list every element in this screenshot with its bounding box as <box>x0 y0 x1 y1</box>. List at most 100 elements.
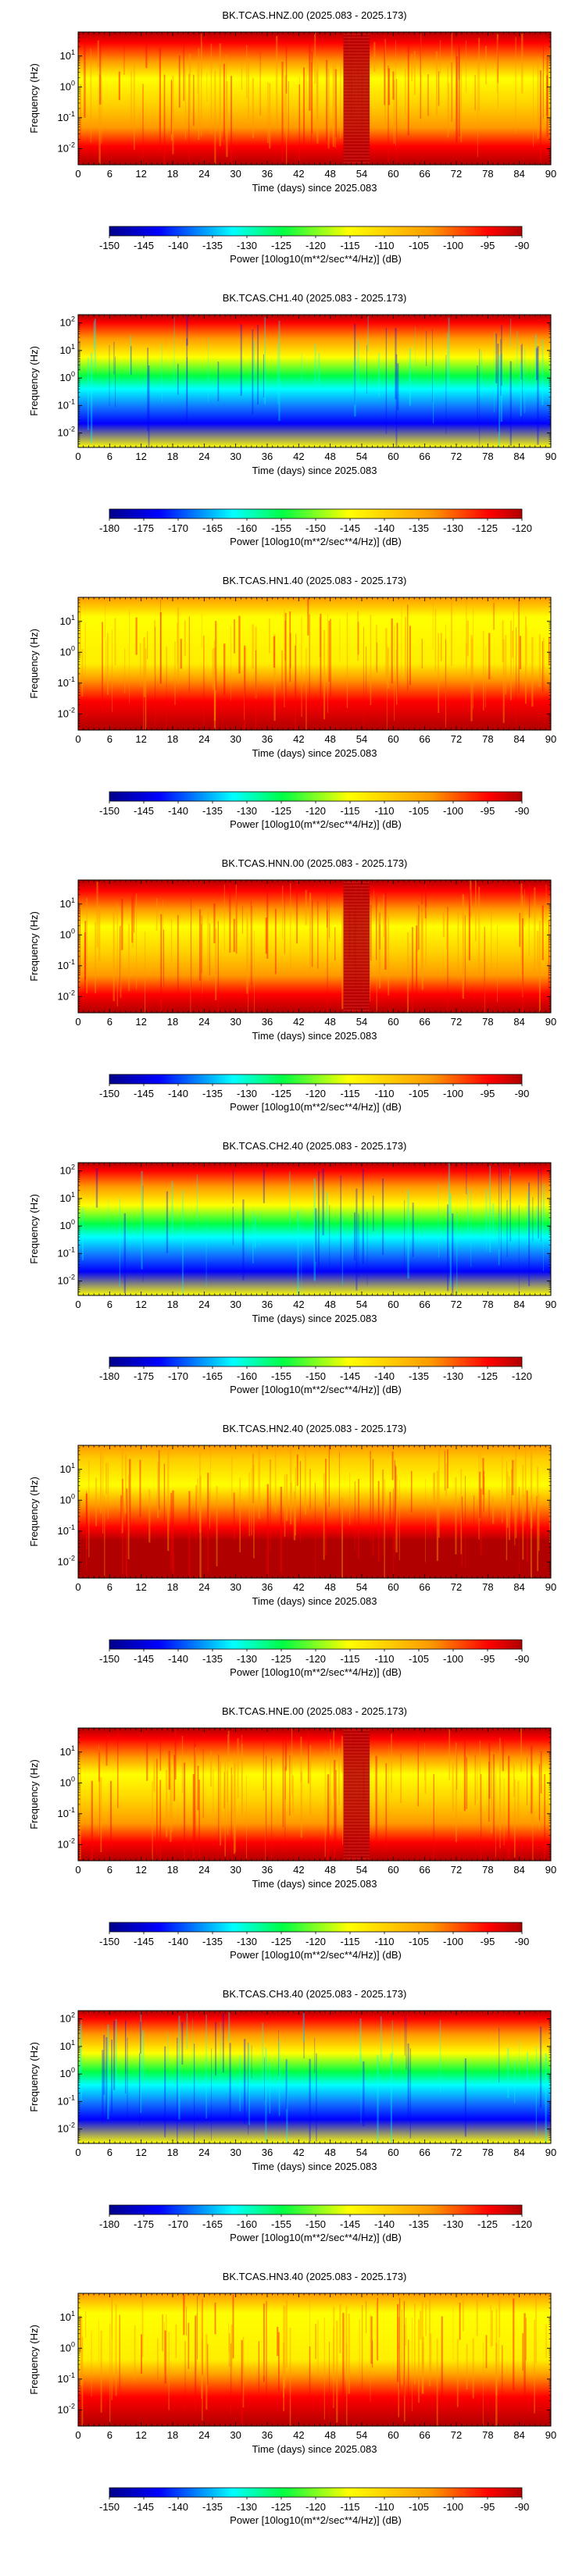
colorbar-tick-label: -135 <box>202 240 223 251</box>
colorbar-tick-label: -110 <box>374 2501 394 2513</box>
colorbar-tick-label: -120 <box>306 240 326 251</box>
spectrogram-streak <box>290 632 291 668</box>
spectrogram-streak <box>177 363 179 395</box>
spectrogram-streak <box>277 2327 279 2357</box>
spectrogram-streak <box>500 339 502 396</box>
spectrogram-streak <box>304 1447 306 1516</box>
x-tick-label: 24 <box>198 1581 209 1593</box>
spectrogram-streak <box>182 1189 184 1295</box>
spectrogram-streak <box>412 2317 413 2411</box>
x-tick-label: 30 <box>230 168 241 180</box>
spectrogram-streak <box>209 923 210 976</box>
spectrogram-image <box>78 1445 551 1578</box>
spectrogram-streak <box>190 921 191 1013</box>
x-tick-label: 72 <box>451 1299 462 1310</box>
x-tick-label: 60 <box>388 2429 398 2441</box>
colorbar-tick-label: -115 <box>340 240 359 251</box>
spectrogram-streak <box>373 889 374 922</box>
spectrogram-streak <box>473 1495 475 1527</box>
colorbar-tick-label: -170 <box>168 2218 188 2230</box>
spectrogram-streak <box>527 1192 530 1245</box>
x-tick-label: 6 <box>107 1299 113 1310</box>
spectrogram-streak <box>113 911 115 1002</box>
spectrogram-streak <box>265 917 267 954</box>
spectrogram-streak <box>207 2343 209 2385</box>
spectrogram-streak <box>477 57 478 158</box>
spectrogram-streak <box>379 912 381 950</box>
spectrogram-streak <box>167 2032 169 2065</box>
spectrogram-streak <box>163 929 165 988</box>
spectrogram-streak <box>154 620 156 677</box>
colorbar-tick-label: -155 <box>271 2218 291 2230</box>
spectrogram-streak <box>91 1780 93 1861</box>
x-tick-label: 18 <box>167 733 178 745</box>
colorbar-tick-label: -180 <box>99 522 120 534</box>
spectrogram-streak <box>107 1463 109 1520</box>
spectrogram-streak <box>281 61 284 162</box>
spectrogram-streak <box>543 637 545 693</box>
spectrogram-streak <box>131 896 134 943</box>
spectrogram-streak <box>311 62 313 143</box>
x-tick-label: 12 <box>135 451 146 462</box>
x-tick-label: 12 <box>135 168 146 180</box>
spectrogram-streak <box>435 51 438 116</box>
spectrogram-streak <box>357 611 359 661</box>
spectrogram-streak <box>233 918 235 953</box>
spectrogram-streak <box>167 1451 170 1552</box>
spectrogram-streak <box>297 1210 299 1295</box>
spectrogram-streak <box>520 883 523 966</box>
spectrogram-streak <box>502 640 505 723</box>
spectrogram-streak <box>205 1213 207 1288</box>
spectrogram-streak <box>463 1737 466 1812</box>
spectrogram-streak <box>539 70 541 164</box>
spectrogram-streak <box>433 1472 435 1501</box>
spectrogram-streak <box>196 1174 198 1227</box>
spectrogram-streak <box>478 37 481 112</box>
spectrogram-streak <box>141 2293 144 2357</box>
colorbar-tick-label: -105 <box>409 2501 429 2513</box>
spectrogram-streak <box>534 334 537 380</box>
spectrogram-streak <box>506 1471 509 1528</box>
colorbar-tick-label: -100 <box>443 1088 463 1099</box>
spectrogram-streak <box>97 40 99 68</box>
colorbar-tick-label: -140 <box>374 522 395 534</box>
spectrogram-streak <box>362 2305 363 2389</box>
spectrogram-streak <box>433 1473 435 1506</box>
spectrogram-streak <box>519 913 521 947</box>
spectrogram-streak <box>485 1188 488 1235</box>
spectrogram-texture <box>79 2293 552 2426</box>
spectrogram-streak <box>296 880 298 944</box>
spectrogram-streak <box>425 1478 426 1562</box>
x-tick-label: 66 <box>419 1299 430 1310</box>
colorbar-tick-label: -135 <box>202 1653 223 1665</box>
spectrogram-streak <box>244 645 246 730</box>
colorbar-tick-label: -140 <box>374 2218 395 2230</box>
spectrogram-streak <box>296 1454 298 1486</box>
spectrogram-image <box>78 1163 551 1295</box>
spectrogram-streak <box>426 330 427 366</box>
spectrogram-streak <box>174 641 176 705</box>
spectrogram-streak <box>409 625 411 686</box>
spectrogram-streak <box>130 335 132 376</box>
spectrogram-streak <box>277 342 278 404</box>
spectrogram-streak <box>447 1449 448 1489</box>
spectrogram-streak <box>373 41 376 72</box>
spectrogram-streak <box>129 1459 131 1532</box>
spectrogram-streak <box>499 1778 501 1848</box>
spectrogram-streak <box>537 346 539 445</box>
x-tick-label: 36 <box>262 1581 273 1593</box>
spectrogram-streak <box>263 354 265 397</box>
spectrogram-streak <box>252 78 255 138</box>
spectrogram-streak <box>407 42 409 136</box>
spectrogram-streak <box>188 1491 191 1578</box>
colorbar <box>109 1074 523 1085</box>
spectrogram-streak <box>309 614 310 709</box>
spectrogram-streak <box>266 1484 269 1578</box>
spectrogram-streak <box>313 1178 316 1281</box>
spectrogram-streak <box>109 344 110 406</box>
spectrogram-streak <box>102 1453 104 1534</box>
spectrogram-streak <box>246 45 248 98</box>
spectrogram-streak <box>421 639 423 669</box>
spectrogram-streak <box>404 1200 406 1272</box>
spectrogram-streak <box>258 1445 260 1520</box>
